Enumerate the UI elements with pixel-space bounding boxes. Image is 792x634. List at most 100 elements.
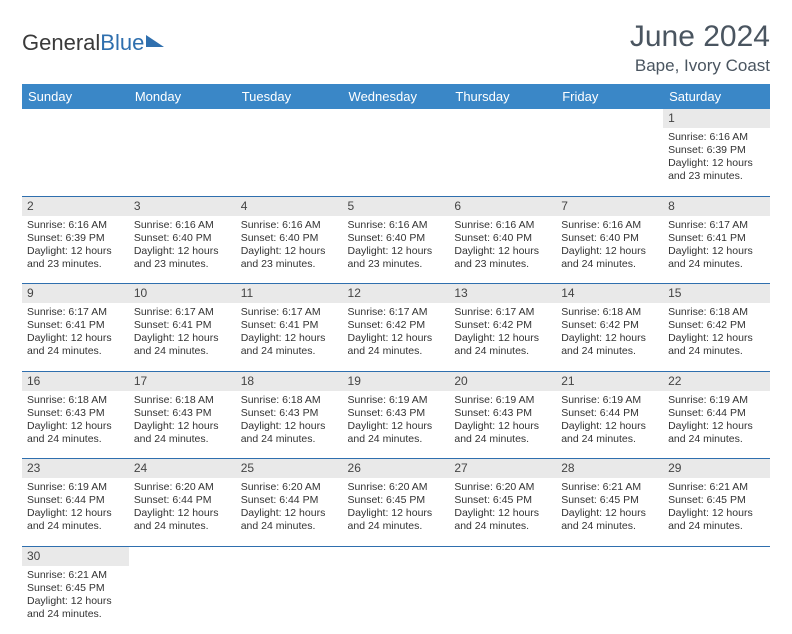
day-cell: Sunrise: 6:17 AMSunset: 6:41 PMDaylight:… [129,303,236,371]
day-number: 12 [343,284,450,304]
empty-cell [129,128,236,196]
daylight-text: Daylight: 12 hours and 24 minutes. [668,420,765,446]
empty-cell [449,546,556,566]
sunrise-text: Sunrise: 6:21 AM [668,481,765,494]
day-number: 29 [663,459,770,479]
day-cell: Sunrise: 6:19 AMSunset: 6:44 PMDaylight:… [663,391,770,459]
sunset-text: Sunset: 6:40 PM [348,232,445,245]
sunrise-text: Sunrise: 6:18 AM [561,306,658,319]
sunrise-text: Sunrise: 6:16 AM [454,219,551,232]
month-title: June 2024 [630,20,770,54]
calendar-table: SundayMondayTuesdayWednesdayThursdayFrid… [22,84,770,634]
sunrise-text: Sunrise: 6:16 AM [134,219,231,232]
day-cell: Sunrise: 6:19 AMSunset: 6:44 PMDaylight:… [556,391,663,459]
day-number: 26 [343,459,450,479]
empty-cell [663,566,770,634]
sunset-text: Sunset: 6:40 PM [454,232,551,245]
day-number-row: 2345678 [22,196,770,216]
daylight-text: Daylight: 12 hours and 23 minutes. [454,245,551,271]
logo: GeneralBlue [22,20,164,56]
day-number: 20 [449,371,556,391]
day-number: 28 [556,459,663,479]
day-number: 1 [663,109,770,128]
sunrise-text: Sunrise: 6:20 AM [454,481,551,494]
sunset-text: Sunset: 6:41 PM [241,319,338,332]
empty-cell [236,546,343,566]
day-cell: Sunrise: 6:20 AMSunset: 6:45 PMDaylight:… [449,478,556,546]
sunrise-text: Sunrise: 6:18 AM [241,394,338,407]
day-cell: Sunrise: 6:21 AMSunset: 6:45 PMDaylight:… [556,478,663,546]
sunrise-text: Sunrise: 6:16 AM [561,219,658,232]
day-cell: Sunrise: 6:20 AMSunset: 6:45 PMDaylight:… [343,478,450,546]
day-number: 3 [129,196,236,216]
sunset-text: Sunset: 6:44 PM [27,494,124,507]
sunrise-text: Sunrise: 6:16 AM [668,131,765,144]
sunrise-text: Sunrise: 6:19 AM [27,481,124,494]
sunrise-text: Sunrise: 6:18 AM [668,306,765,319]
empty-cell [449,109,556,128]
day-header: Friday [556,84,663,109]
daylight-text: Daylight: 12 hours and 24 minutes. [134,507,231,533]
sunset-text: Sunset: 6:41 PM [27,319,124,332]
sunset-text: Sunset: 6:43 PM [454,407,551,420]
calendar-head: SundayMondayTuesdayWednesdayThursdayFrid… [22,84,770,109]
sunset-text: Sunset: 6:42 PM [668,319,765,332]
day-number: 25 [236,459,343,479]
day-cell: Sunrise: 6:20 AMSunset: 6:44 PMDaylight:… [236,478,343,546]
day-cell: Sunrise: 6:18 AMSunset: 6:43 PMDaylight:… [129,391,236,459]
sunrise-text: Sunrise: 6:16 AM [348,219,445,232]
day-number: 22 [663,371,770,391]
day-number: 2 [22,196,129,216]
day-number: 18 [236,371,343,391]
sunrise-text: Sunrise: 6:17 AM [134,306,231,319]
day-cell: Sunrise: 6:18 AMSunset: 6:42 PMDaylight:… [556,303,663,371]
sunrise-text: Sunrise: 6:18 AM [27,394,124,407]
daylight-text: Daylight: 12 hours and 24 minutes. [241,507,338,533]
empty-cell [556,128,663,196]
daylight-text: Daylight: 12 hours and 24 minutes. [27,507,124,533]
day-number-row: 16171819202122 [22,371,770,391]
sunset-text: Sunset: 6:45 PM [454,494,551,507]
sunrise-text: Sunrise: 6:17 AM [348,306,445,319]
day-cell: Sunrise: 6:16 AMSunset: 6:40 PMDaylight:… [556,216,663,284]
empty-cell [556,546,663,566]
day-header: Tuesday [236,84,343,109]
day-number: 23 [22,459,129,479]
day-cell: Sunrise: 6:18 AMSunset: 6:42 PMDaylight:… [663,303,770,371]
sunrise-text: Sunrise: 6:17 AM [241,306,338,319]
daylight-text: Daylight: 12 hours and 24 minutes. [668,245,765,271]
sunset-text: Sunset: 6:42 PM [561,319,658,332]
sunset-text: Sunset: 6:43 PM [348,407,445,420]
day-detail-row: Sunrise: 6:16 AMSunset: 6:39 PMDaylight:… [22,128,770,196]
day-number-row: 9101112131415 [22,284,770,304]
location: Bape, Ivory Coast [630,56,770,76]
daylight-text: Daylight: 12 hours and 24 minutes. [454,420,551,446]
sunrise-text: Sunrise: 6:17 AM [454,306,551,319]
day-cell: Sunrise: 6:17 AMSunset: 6:42 PMDaylight:… [449,303,556,371]
daylight-text: Daylight: 12 hours and 23 minutes. [348,245,445,271]
day-detail-row: Sunrise: 6:17 AMSunset: 6:41 PMDaylight:… [22,303,770,371]
empty-cell [22,128,129,196]
sunrise-text: Sunrise: 6:21 AM [27,569,124,582]
sunrise-text: Sunrise: 6:20 AM [241,481,338,494]
day-header: Saturday [663,84,770,109]
sunrise-text: Sunrise: 6:20 AM [134,481,231,494]
sunrise-text: Sunrise: 6:19 AM [348,394,445,407]
daylight-text: Daylight: 12 hours and 24 minutes. [134,420,231,446]
sunset-text: Sunset: 6:44 PM [241,494,338,507]
day-detail-row: Sunrise: 6:16 AMSunset: 6:39 PMDaylight:… [22,216,770,284]
day-cell: Sunrise: 6:17 AMSunset: 6:42 PMDaylight:… [343,303,450,371]
daylight-text: Daylight: 12 hours and 24 minutes. [561,420,658,446]
empty-cell [343,566,450,634]
day-cell: Sunrise: 6:17 AMSunset: 6:41 PMDaylight:… [236,303,343,371]
sunset-text: Sunset: 6:43 PM [241,407,338,420]
sunrise-text: Sunrise: 6:17 AM [27,306,124,319]
calendar-body: 1Sunrise: 6:16 AMSunset: 6:39 PMDaylight… [22,109,770,634]
day-cell: Sunrise: 6:19 AMSunset: 6:44 PMDaylight:… [22,478,129,546]
daylight-text: Daylight: 12 hours and 24 minutes. [241,420,338,446]
day-number: 4 [236,196,343,216]
day-number: 8 [663,196,770,216]
daylight-text: Daylight: 12 hours and 24 minutes. [668,332,765,358]
sunset-text: Sunset: 6:39 PM [668,144,765,157]
sunset-text: Sunset: 6:42 PM [454,319,551,332]
